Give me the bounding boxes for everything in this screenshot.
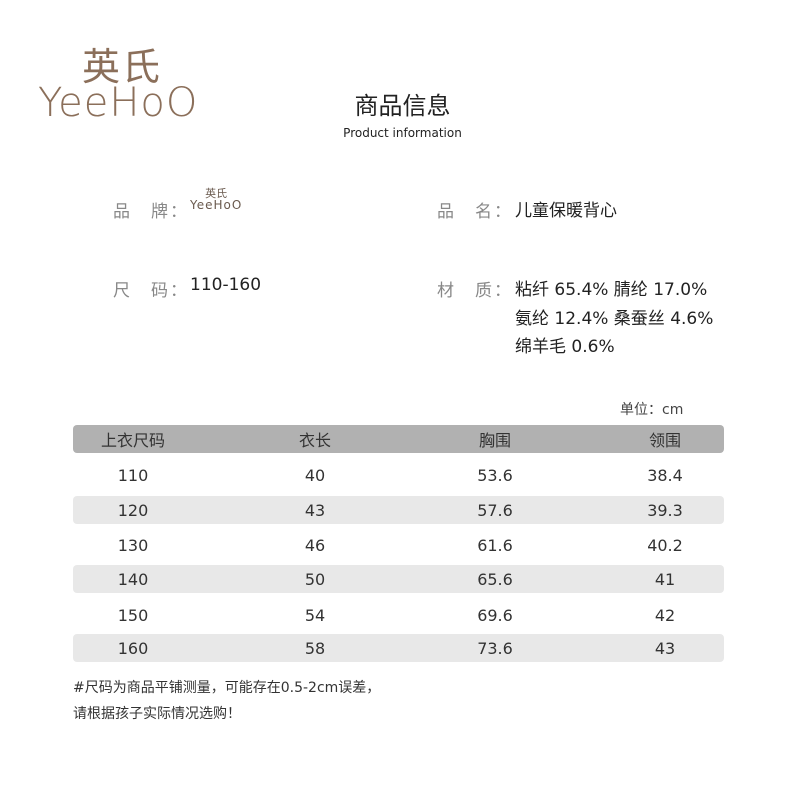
- table-cell: 43: [654, 638, 676, 658]
- table-cell: 150: [117, 605, 149, 625]
- table-row: 140 50 65.6 41: [73, 565, 724, 593]
- table-cell: 53.6: [477, 465, 513, 485]
- material-line: 绵羊毛 0.6%: [515, 337, 615, 357]
- table-cell: 160: [117, 638, 149, 658]
- size-label: 尺 码：: [113, 281, 189, 301]
- table-cell: 140: [117, 569, 149, 589]
- table-header-cell: 胸围: [478, 431, 512, 450]
- table-cell: 40.2: [647, 535, 683, 555]
- table-header-cell: 衣长: [298, 431, 332, 450]
- table-cell: 57.6: [477, 500, 513, 520]
- table-cell: 120: [117, 500, 149, 520]
- table-row: 160 58 73.6 43: [73, 634, 724, 662]
- table-header-row: 上衣尺码 衣长 胸围 领围: [73, 425, 724, 453]
- table-cell: 65.6: [477, 569, 513, 589]
- table-cell: 110: [117, 465, 149, 485]
- material-line: 粘纤 65.4% 腈纶 17.0%: [515, 280, 708, 300]
- table-cell: 54: [304, 605, 326, 625]
- table-row: 130 46 61.6 40.2: [73, 531, 724, 559]
- table-cell: 43: [304, 500, 326, 520]
- table-cell: 42: [654, 605, 676, 625]
- page-title: 商品信息: [354, 92, 451, 120]
- product-name-label: 品 名：: [437, 202, 513, 222]
- mini-logo-cn: 英氏: [205, 187, 228, 200]
- product-name-value: 儿童保暖背心: [515, 201, 617, 221]
- table-cell: 130: [117, 535, 149, 555]
- table-cell: 40: [304, 465, 326, 485]
- table-cell: 41: [654, 569, 676, 589]
- table-cell: 61.6: [477, 535, 513, 555]
- table-cell: 69.6: [477, 605, 513, 625]
- table-cell: 58: [304, 638, 326, 658]
- material-label: 材 质：: [437, 281, 513, 301]
- brand-mini-logo: 英氏 YeeHoO: [190, 188, 242, 211]
- table-cell: 39.3: [647, 500, 683, 520]
- table-row: 110 40 53.6 38.4: [73, 461, 724, 489]
- measurement-note: 请根据孩子实际情况选购！: [73, 706, 241, 722]
- page-subtitle: Product information: [343, 126, 462, 140]
- size-value: 110-160: [190, 275, 262, 295]
- table-row: 150 54 69.6 42: [73, 601, 724, 629]
- measurement-note: #尺码为商品平铺测量，可能存在0.5-2cm误差，: [73, 680, 381, 696]
- brand-logo-chinese: 英氏: [82, 45, 163, 89]
- table-row: 120 43 57.6 39.3: [73, 496, 724, 524]
- table-cell: 50: [304, 569, 326, 589]
- brand-label: 品 牌：: [113, 202, 189, 222]
- material-line: 氨纶 12.4% 桑蚕丝 4.6%: [515, 309, 714, 329]
- unit-label: 单位：cm: [620, 402, 684, 418]
- mini-logo-en: YeeHoO: [190, 198, 243, 212]
- table-cell: 73.6: [477, 638, 513, 658]
- table-header-cell: 领围: [648, 431, 682, 450]
- table-cell: 46: [304, 535, 326, 555]
- table-cell: 38.4: [647, 465, 683, 485]
- table-header-cell: 上衣尺码: [100, 431, 166, 450]
- brand-logo-english: YeeHoO: [38, 80, 199, 126]
